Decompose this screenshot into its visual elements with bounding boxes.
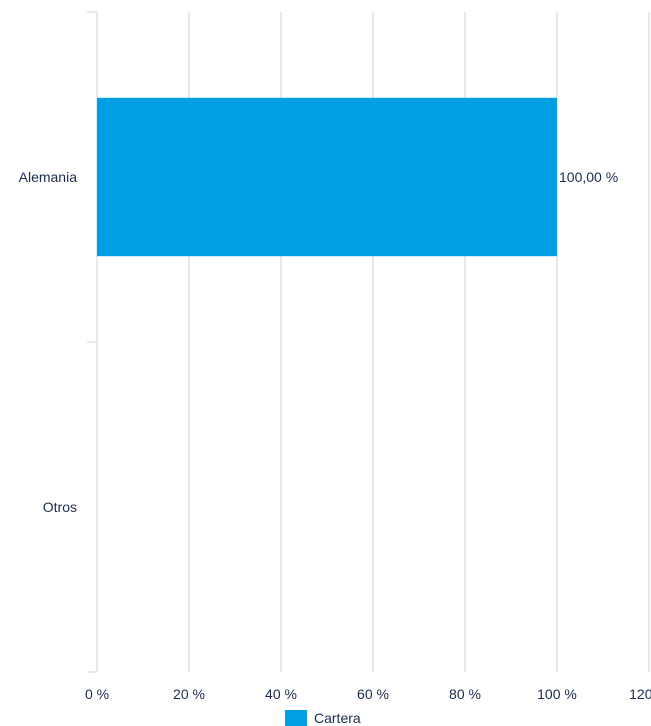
bars	[97, 97, 557, 257]
bar	[97, 97, 557, 257]
category-label: Alemania	[19, 169, 78, 185]
x-tick-label: 80 %	[449, 686, 481, 702]
x-tick-label: 20 %	[173, 686, 205, 702]
category-label: Otros	[43, 499, 77, 515]
labels: 0 % 20 % 40 % 60 % 80 % 100 % 120 % Alemania Otr…	[19, 169, 651, 702]
data-label: 100,00 %	[559, 169, 618, 185]
x-tick-label: 100 %	[537, 686, 577, 702]
x-tick-label: 0 %	[85, 686, 109, 702]
x-tick-label: 60 %	[357, 686, 389, 702]
x-tick-label: 40 %	[265, 686, 297, 702]
legend: Cartera	[285, 710, 361, 726]
x-tick-label: 120 %	[629, 686, 651, 702]
category-axis	[87, 11, 98, 673]
legend-label: Cartera	[314, 710, 361, 726]
legend-swatch	[285, 710, 307, 726]
